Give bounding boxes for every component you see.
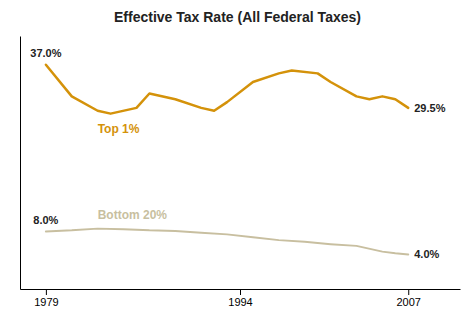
chart: Effective Tax Rate (All Federal Taxes) 19… [0, 0, 475, 317]
value-label: 4.0% [414, 248, 439, 260]
annotations: 37.0% 29.5% Top 1% 8.0% 4.0% Bottom 20% [30, 47, 445, 261]
plot-area: 1979 1994 2007 37.0% 29.5% Top 1% 8.0% 4.0% Bott… [21, 37, 461, 308]
value-label: 8.0% [33, 214, 58, 226]
title: Effective Tax Rate (All Federal Taxes) [114, 9, 361, 25]
x-tick-mark [46, 289, 47, 295]
series-line [46, 229, 408, 255]
series-label: Bottom 20% [98, 208, 168, 222]
lines [46, 65, 408, 255]
value-label: 29.5% [414, 102, 445, 114]
x-tick-label: 1994 [228, 296, 252, 308]
x-tick-label: 2007 [396, 296, 420, 308]
series-label: Top 1% [98, 122, 140, 136]
x-tick-mark [240, 289, 241, 295]
series-line [46, 65, 408, 114]
x-tick: 1979 [34, 289, 58, 308]
x-tick-label: 1979 [34, 296, 58, 308]
y-axis-line [20, 37, 21, 290]
x-axis: 1979 1994 2007 [21, 289, 461, 308]
x-tick-mark [408, 289, 409, 295]
x-tick: 2007 [396, 289, 420, 308]
x-tick: 1994 [228, 289, 252, 308]
y-axis [20, 37, 21, 290]
value-label: 37.0% [30, 47, 61, 59]
